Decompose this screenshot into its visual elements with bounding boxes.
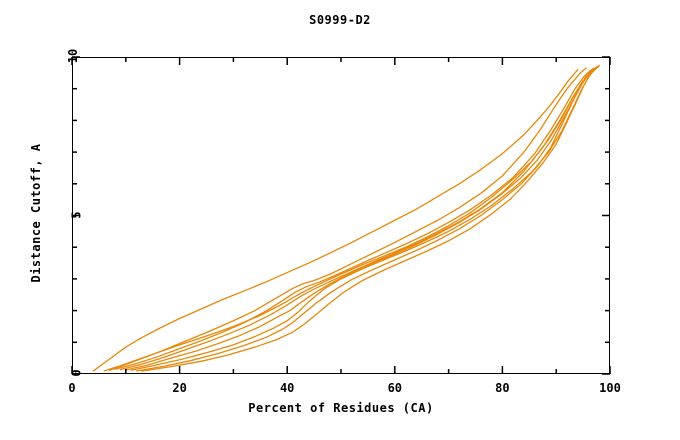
x-axis-title: Percent of Residues (CA) — [248, 401, 434, 415]
y-tick-label: 5 — [69, 210, 84, 219]
y-tick-label: 10 — [65, 48, 80, 64]
curve-model-2 — [109, 67, 587, 371]
curve-model-4 — [119, 65, 599, 371]
curve-model-1-outlier — [92, 69, 579, 372]
x-tick-label: 100 — [599, 381, 621, 395]
page-title: S0999-D2 — [309, 13, 371, 27]
x-tick-label: 60 — [387, 381, 403, 395]
curves-layer — [92, 64, 600, 372]
curve-model-5 — [125, 66, 598, 371]
curve-model-6 — [130, 65, 600, 371]
y-axis-title: Distance Cutoff, A — [29, 143, 43, 283]
plot-area — [72, 57, 610, 374]
curve-model-9 — [103, 65, 600, 372]
x-tick-label: 20 — [172, 381, 187, 395]
x-tick-label: 0 — [68, 381, 76, 395]
curve-model-7 — [135, 65, 600, 372]
curve-model-8 — [141, 64, 600, 372]
curve-model-3 — [114, 67, 595, 370]
x-tick-label: 80 — [495, 381, 510, 395]
y-tick-label: 0 — [69, 369, 84, 377]
x-tick-label: 40 — [279, 381, 295, 395]
